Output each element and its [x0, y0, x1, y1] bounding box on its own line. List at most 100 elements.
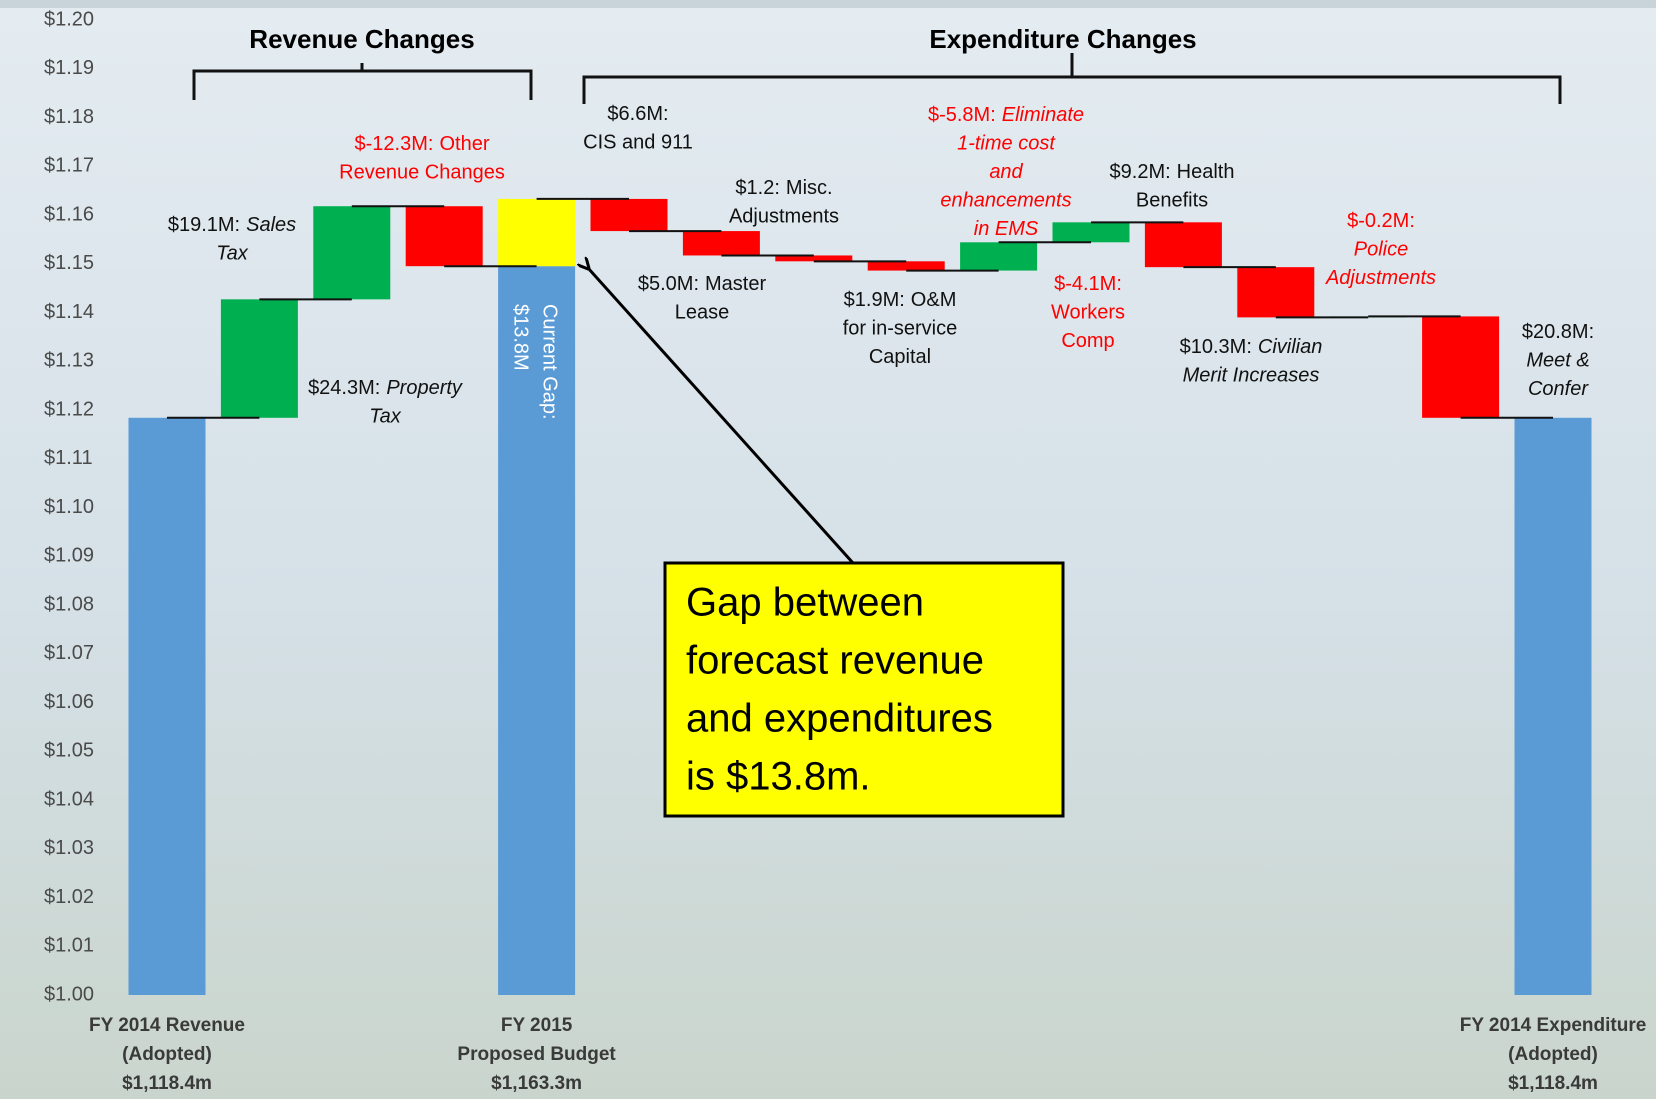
- y-tick-label: $1.12: [44, 398, 94, 420]
- step-label: Confer: [1528, 378, 1589, 400]
- y-tick-label: $1.09: [44, 545, 94, 567]
- step-value-label: $-4.1M:: [1054, 273, 1122, 295]
- step-label: $-4.1M:: [1054, 273, 1122, 295]
- step-name: Comp: [1061, 330, 1114, 352]
- step-label: 1-time cost: [957, 133, 1056, 155]
- step-label: $9.2M:Health: [1110, 161, 1235, 183]
- step-value-label: $20.8M:: [1522, 321, 1594, 343]
- step-bar: [1145, 222, 1222, 267]
- step-name: Misc.: [786, 177, 833, 199]
- y-tick-label: $1.05: [44, 740, 94, 762]
- y-tick-label: $1.17: [44, 155, 94, 177]
- step-label: $1.9M: O&M: [844, 289, 957, 311]
- annotation-text: is $13.8m.: [686, 755, 871, 799]
- step-label: enhancements: [940, 190, 1071, 212]
- step-value-label: $5.0M:: [638, 273, 699, 295]
- step-label: Meet &: [1526, 350, 1589, 372]
- step-value-label: $19.1M:: [168, 214, 240, 236]
- step-name: Sales: [246, 214, 296, 236]
- step-label: Lease: [675, 302, 730, 324]
- step-value-label: $6.6M:: [607, 103, 668, 125]
- y-tick-label: $1.06: [44, 691, 94, 713]
- step-name: Adjustments: [729, 206, 839, 228]
- step-name: Police: [1354, 239, 1408, 261]
- step-name: Tax: [216, 243, 249, 265]
- y-tick-label: $1.20: [44, 8, 94, 30]
- total-bar: [1515, 418, 1592, 995]
- step-label: $6.6M:: [607, 103, 668, 125]
- y-tick-label: $1.07: [44, 642, 94, 664]
- total-bar: [129, 418, 206, 995]
- y-tick-label: $1.08: [44, 593, 94, 615]
- step-name: Tax: [369, 406, 402, 428]
- step-value-label: $-12.3M:: [355, 133, 434, 155]
- y-tick-label: $1.11: [44, 447, 93, 469]
- step-name: Property: [386, 377, 463, 399]
- step-value-label: $-0.2M:: [1347, 210, 1415, 232]
- annotation-text: forecast revenue: [686, 639, 984, 683]
- step-name: Revenue Changes: [339, 162, 505, 184]
- y-tick-label: $1.18: [44, 106, 94, 128]
- y-tick-label: $1.01: [44, 935, 94, 957]
- total-value-label: $1,118.4m: [122, 1073, 212, 1094]
- y-tick-label: $1.19: [44, 57, 94, 79]
- step-name: and: [989, 161, 1023, 183]
- step-label: Capital: [869, 346, 931, 368]
- step-name: enhancements: [940, 190, 1071, 212]
- step-label: $-5.8M:Eliminate: [928, 104, 1084, 126]
- gap-label: $13.8M: [509, 304, 531, 371]
- step-name: Capital: [869, 346, 931, 368]
- step-name: Meet &: [1526, 350, 1589, 372]
- step-label: $-0.2M:: [1347, 210, 1415, 232]
- step-bar: [221, 299, 298, 417]
- y-tick-label: $1.16: [44, 203, 94, 225]
- revenue-bracket: [194, 63, 531, 100]
- annotation-text: and expenditures: [686, 697, 993, 741]
- step-label: Revenue Changes: [339, 162, 505, 184]
- total-bar: [498, 266, 575, 995]
- y-tick-label: $1.02: [44, 886, 94, 908]
- step-label: $5.0M:Master: [638, 273, 767, 295]
- gap-bar: [498, 199, 575, 266]
- step-label: in EMS: [974, 218, 1039, 240]
- step-bar: [1237, 267, 1314, 317]
- step-bar: [406, 206, 483, 266]
- step-label: $20.8M:: [1522, 321, 1594, 343]
- annotation-text: Gap between: [686, 581, 924, 625]
- x-tick-label: (Adopted): [1508, 1044, 1598, 1065]
- y-tick-label: $1.15: [44, 252, 94, 274]
- expenditure-bracket: [584, 53, 1560, 104]
- step-name: CIS and 911: [583, 132, 693, 154]
- total-value-label: $1,118.4m: [1508, 1073, 1598, 1094]
- step-label: $1.2:Misc.: [735, 177, 832, 199]
- step-bar: [1422, 316, 1499, 417]
- group-title: Revenue Changes: [249, 24, 474, 54]
- step-label: Merit Increases: [1183, 365, 1320, 387]
- y-tick-label: $1.03: [44, 837, 94, 859]
- y-tick-label: $1.10: [44, 496, 94, 518]
- step-bar: [683, 231, 760, 255]
- step-value-label: $-5.8M:: [928, 104, 996, 126]
- step-name: Benefits: [1136, 190, 1208, 212]
- step-value-label: $9.2M:: [1110, 161, 1171, 183]
- y-tick-label: $1.04: [44, 788, 94, 810]
- step-label: for in-service: [843, 318, 957, 340]
- step-name: Other: [439, 133, 489, 155]
- step-value-label: $10.3M:: [1180, 336, 1252, 358]
- step-name: for in-service: [843, 318, 957, 340]
- step-label: and: [989, 161, 1023, 183]
- gap-label: Current Gap:: [538, 304, 560, 420]
- step-value-label: $1.9M:: [844, 289, 905, 311]
- step-label: Workers: [1051, 302, 1125, 324]
- step-label: Comp: [1061, 330, 1114, 352]
- step-label: $19.1M: Sales: [168, 214, 296, 236]
- step-label: $-12.3M:Other: [355, 133, 490, 155]
- step-name: Merit Increases: [1183, 365, 1320, 387]
- step-label: $24.3M:Property: [308, 377, 463, 399]
- x-tick-label: FY 2015: [501, 1015, 573, 1036]
- step-label: CIS and 911: [583, 132, 693, 154]
- step-name: O&M: [911, 289, 957, 311]
- step-label: Benefits: [1136, 190, 1208, 212]
- step-label: $10.3M:Civilian: [1180, 336, 1323, 358]
- step-bar: [960, 242, 1037, 270]
